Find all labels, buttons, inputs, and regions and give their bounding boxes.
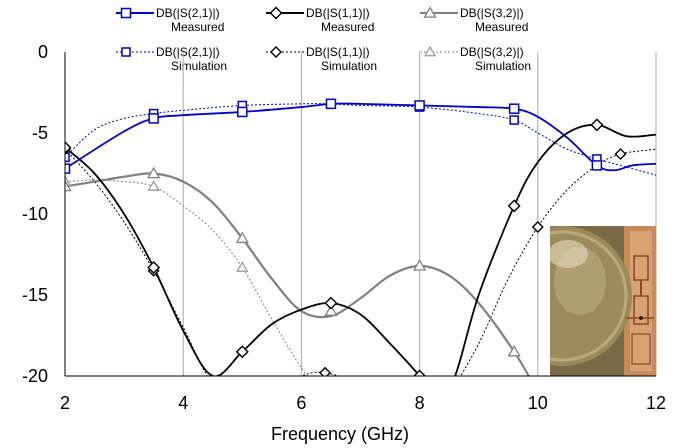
legend-label: DB(|S(3,2)|) bbox=[460, 45, 524, 59]
inset-photo bbox=[550, 226, 656, 376]
legend-sublabel: Simulation bbox=[321, 59, 377, 73]
circuit-trace bbox=[631, 333, 651, 365]
data-point bbox=[412, 259, 427, 271]
legend-item: DB(|S(3,2)|)Measured bbox=[420, 6, 528, 34]
series-line bbox=[65, 103, 656, 176]
data-point bbox=[65, 179, 72, 192]
data-point bbox=[235, 231, 249, 244]
plot-series bbox=[65, 98, 656, 376]
legend-label: DB(|S(1,1)|) bbox=[306, 6, 370, 20]
legend-sublabel: Simulation bbox=[171, 59, 227, 73]
x-axis-label: Frequency (GHz) bbox=[271, 424, 409, 444]
legend: DB(|S(2,1)|)MeasuredDB(|S(1,1)|)Measured… bbox=[116, 6, 531, 73]
legend-item: DB(|S(2,1)|)Simulation bbox=[116, 45, 227, 73]
legend-item: DB(|S(2,1)|)Measured bbox=[116, 6, 224, 34]
data-point bbox=[507, 344, 521, 357]
coin-rim bbox=[550, 230, 628, 362]
data-point bbox=[319, 366, 332, 376]
data-point bbox=[235, 345, 249, 359]
data-point bbox=[413, 369, 427, 376]
data-point bbox=[147, 260, 161, 274]
data-point bbox=[531, 220, 544, 233]
x-tick-label: 2 bbox=[60, 393, 70, 413]
y-tick-label: -10 bbox=[22, 204, 48, 224]
series-line bbox=[65, 179, 308, 376]
legend-label: DB(|S(2,1)|) bbox=[156, 45, 220, 59]
data-point bbox=[325, 98, 337, 110]
legend-sublabel: Simulation bbox=[475, 59, 531, 73]
x-tick-label: 12 bbox=[646, 393, 666, 413]
data-point bbox=[236, 261, 249, 272]
coin-and-circuit-photo bbox=[550, 226, 656, 376]
legend-swatch-marker bbox=[121, 47, 131, 57]
data-point bbox=[148, 113, 159, 124]
data-point bbox=[507, 199, 521, 213]
data-point bbox=[65, 163, 71, 174]
data-point bbox=[65, 152, 70, 163]
coin-glare bbox=[550, 240, 588, 268]
circuit-board-highlight bbox=[630, 231, 652, 371]
y-tick-label: -20 bbox=[22, 366, 48, 386]
data-point bbox=[509, 115, 519, 125]
y-tick-label: -5 bbox=[32, 123, 48, 143]
legend-item: DB(|S(1,1)|)Measured bbox=[266, 6, 374, 34]
legend-item: DB(|S(1,1)|)Simulation bbox=[266, 45, 377, 73]
data-point bbox=[508, 103, 520, 114]
legend-sublabel: Measured bbox=[171, 20, 224, 34]
data-point bbox=[590, 118, 604, 132]
series-line bbox=[65, 172, 531, 376]
series-line bbox=[65, 123, 656, 376]
x-tick-label: 10 bbox=[528, 393, 548, 413]
circuit-via bbox=[639, 316, 643, 320]
legend-swatch-marker bbox=[270, 46, 282, 58]
legend-swatch-marker bbox=[120, 7, 132, 19]
data-point bbox=[237, 106, 248, 118]
legend-label: DB(|S(3,2)|) bbox=[460, 6, 524, 20]
x-tick-label: 4 bbox=[178, 393, 188, 413]
y-tick-label: 0 bbox=[38, 42, 48, 62]
legend-sublabel: Measured bbox=[475, 20, 528, 34]
data-point bbox=[614, 148, 627, 161]
legend-sublabel: Measured bbox=[321, 20, 374, 34]
legend-swatch-marker bbox=[269, 6, 283, 20]
x-tick-label: 8 bbox=[415, 393, 425, 413]
y-tick-label: -15 bbox=[22, 285, 48, 305]
data-point bbox=[324, 296, 338, 310]
data-point bbox=[414, 100, 425, 111]
data-point bbox=[324, 304, 338, 316]
data-point bbox=[147, 180, 160, 191]
legend-item: DB(|S(3,2)|)Simulation bbox=[420, 45, 531, 73]
x-tick-label: 6 bbox=[296, 393, 306, 413]
legend-label: DB(|S(2,1)|) bbox=[156, 6, 220, 20]
plot-clip-group bbox=[65, 98, 656, 376]
data-point bbox=[147, 166, 161, 179]
data-point bbox=[65, 141, 72, 155]
legend-swatch-marker bbox=[423, 45, 437, 57]
data-point bbox=[591, 160, 603, 171]
axes: 2 4 6 8 10 12 0 -5 -10 -15 -20 bbox=[22, 42, 666, 413]
legend-label: DB(|S(1,1)|) bbox=[306, 45, 370, 59]
legend-swatch-marker bbox=[423, 6, 437, 18]
